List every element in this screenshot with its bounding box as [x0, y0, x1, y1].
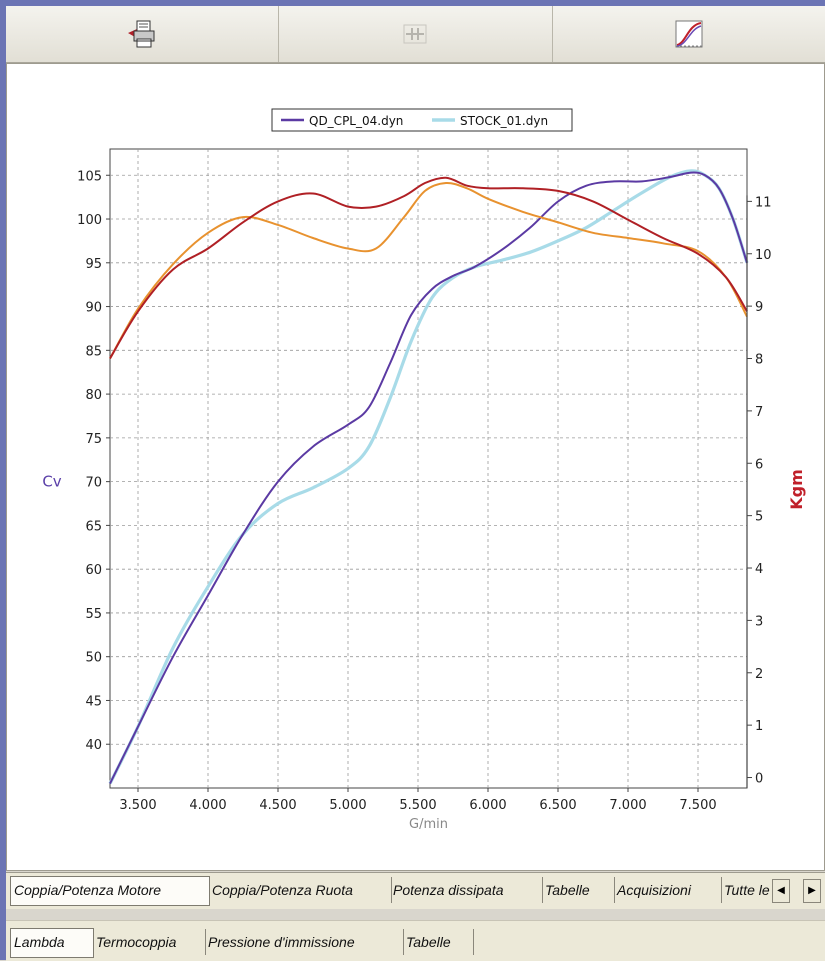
y-tick-label: 85 [85, 344, 102, 359]
y2-tick-label: 5 [755, 510, 763, 525]
y2-tick-label: 3 [755, 614, 763, 629]
tab-tutte[interactable]: Tutte le [724, 882, 770, 898]
tab-acquisizioni[interactable]: Acquisizioni [614, 877, 722, 903]
tab-tabelle[interactable]: Tabelle [542, 877, 615, 903]
dyno-chart: 3.500 4.000 4.500 5.000 5.500 6.000 6.500 7.000… [42, 108, 806, 832]
primary-tab-bar: Coppia/Potenza Motore Coppia/Potenza Ruo… [6, 872, 825, 909]
chart-panel: 3.500 4.000 4.500 5.000 5.500 6.000 6.500 7.000… [6, 63, 825, 871]
y2-tick-label: 11 [755, 195, 772, 210]
y-tick-label: 60 [85, 563, 102, 578]
y2-tick-label: 4 [755, 562, 763, 577]
y-tick-label: 40 [85, 738, 102, 753]
y2-tick-label: 7 [755, 405, 763, 420]
y-tick-label: 75 [85, 432, 102, 447]
y2-axis-title: Kgm [787, 469, 806, 510]
y2-tick-label: 10 [755, 248, 772, 263]
tab-scroll-left-button[interactable]: ◀ [772, 879, 790, 903]
window-frame-left [0, 6, 6, 960]
secondary-tab-bar: Lambda Termocoppia Pressione d'immission… [6, 920, 825, 961]
x-tick-label: 7.000 [609, 798, 646, 813]
tab-coppia-potenza-motore[interactable]: Coppia/Potenza Motore [10, 876, 210, 906]
x-tick-label: 6.500 [539, 798, 576, 813]
window-title-bar [0, 0, 825, 6]
y-tick-label: 105 [77, 169, 102, 184]
curve-button[interactable] [553, 6, 825, 62]
x-tick-label: 4.000 [189, 798, 226, 813]
tab-scroll-right-button[interactable]: ▶ [803, 879, 821, 903]
x-axis-title: G/min [409, 817, 448, 832]
chart-grid [109, 148, 748, 789]
y-tick-label: 90 [85, 301, 102, 316]
tab-potenza-dissipata[interactable]: Potenza dissipata [390, 877, 543, 903]
x-tick-label: 5.500 [399, 798, 436, 813]
tab-coppia-potenza-ruota[interactable]: Coppia/Potenza Ruota [209, 877, 392, 903]
plot-area [109, 148, 748, 789]
legend-box [271, 108, 573, 132]
curve-icon [675, 20, 703, 48]
compare-button[interactable] [279, 6, 553, 62]
tab-pressione-immissione[interactable]: Pressione d'immissione [205, 929, 404, 955]
chart-legend: QD_CPL_04.dyn STOCK_01.dyn [271, 108, 573, 132]
y2-tick-label: 0 [755, 772, 763, 787]
y2-tick-label: 9 [755, 300, 763, 315]
y2-tick-label: 2 [755, 667, 763, 682]
chart-axes: 3.500 4.000 4.500 5.000 5.500 6.000 6.500 7.000… [42, 169, 806, 832]
x-tick-label: 7.500 [679, 798, 716, 813]
y2-tick-label: 8 [755, 353, 763, 368]
y-tick-label: 80 [85, 388, 102, 403]
y2-tick-label: 1 [755, 719, 763, 734]
y-tick-label: 65 [85, 519, 102, 534]
toolbar [6, 6, 825, 63]
print-button[interactable] [6, 6, 280, 62]
y-tick-label: 95 [85, 257, 102, 272]
series-line-0 [109, 171, 748, 785]
y2-tick-label: 6 [755, 457, 763, 472]
y-tick-label: 45 [85, 694, 102, 709]
compare-icon [403, 24, 427, 44]
y-tick-label: 50 [85, 651, 102, 666]
x-tick-label: 3.500 [119, 798, 156, 813]
legend-label-stock: STOCK_01.dyn [460, 114, 548, 128]
x-tick-label: 4.500 [259, 798, 296, 813]
series-line-3 [109, 181, 748, 359]
x-tick-label: 5.000 [329, 798, 366, 813]
y-tick-label: 55 [85, 607, 102, 622]
legend-label-qd-cpl: QD_CPL_04.dyn [309, 114, 403, 128]
y-tick-label: 100 [77, 213, 102, 228]
y-tick-label: 70 [85, 476, 102, 491]
tab-lambda[interactable]: Lambda [10, 928, 94, 958]
x-tick-label: 6.000 [469, 798, 506, 813]
y-axis-title: Cv [42, 473, 61, 491]
chart-lines [108, 169, 749, 785]
print-icon [128, 20, 155, 48]
tab-tabelle-secondary[interactable]: Tabelle [403, 929, 474, 955]
series-line-2 [109, 176, 748, 360]
tab-termocoppia[interactable]: Termocoppia [93, 929, 206, 955]
